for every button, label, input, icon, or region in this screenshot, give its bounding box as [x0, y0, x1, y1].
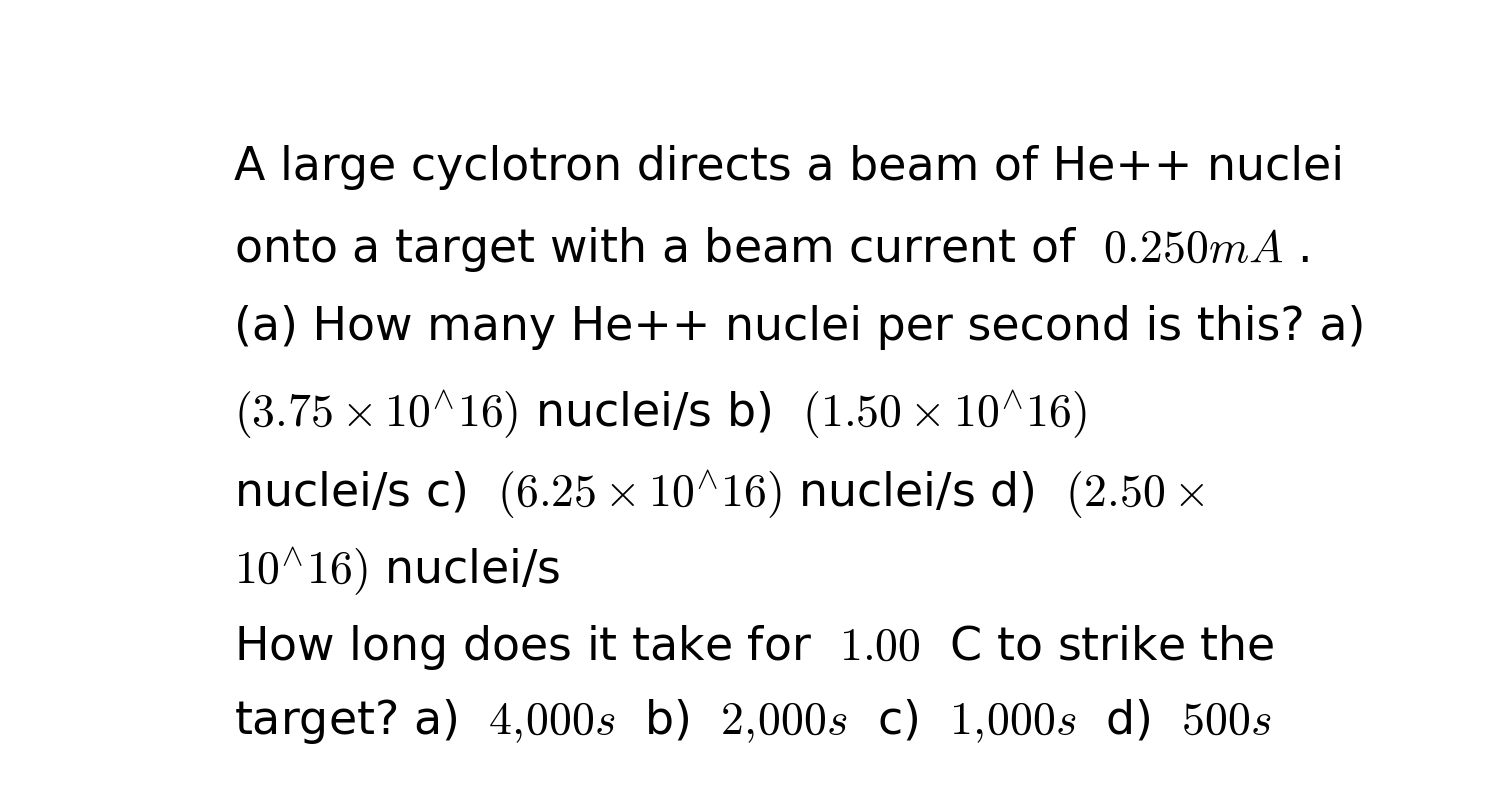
Text: target? a)  $4,\!000s$  b)  $2,\!000s$  c)  $1,\!000s$  d)  $500s$: target? a) $4,\!000s$ b) $2,\!000s$ c) $… [234, 697, 1272, 746]
Text: nuclei/s c)  $(6.25 \times 10^{\wedge}16)$ nuclei/s d)  $(2.50 \times$: nuclei/s c) $(6.25 \times 10^{\wedge}16)… [234, 469, 1204, 521]
Text: A large cyclotron directs a beam of He++ nuclei: A large cyclotron directs a beam of He++… [234, 146, 1344, 190]
Text: onto a target with a beam current of  $0.250mA$ .: onto a target with a beam current of $0.… [234, 226, 1310, 274]
Text: $10^{\wedge}16)$ nuclei/s: $10^{\wedge}16)$ nuclei/s [234, 546, 561, 598]
Text: (a) How many He++ nuclei per second is this? a): (a) How many He++ nuclei per second is t… [234, 306, 1365, 350]
Text: How long does it take for  $1.00$  C to strike the: How long does it take for $1.00$ C to st… [234, 622, 1275, 672]
Text: $(3.75 \times 10^{\wedge}16)$ nuclei/s b)  $(1.50 \times 10^{\wedge}16)$: $(3.75 \times 10^{\wedge}16)$ nuclei/s b… [234, 389, 1088, 441]
